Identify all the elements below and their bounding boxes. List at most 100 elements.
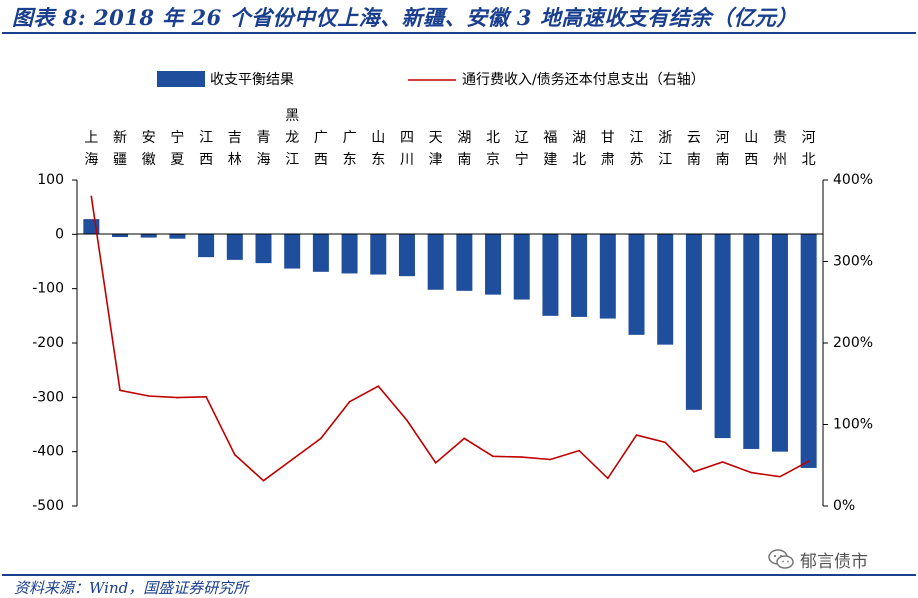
- line-point: [320, 437, 322, 440]
- category-label: 天津: [429, 130, 443, 168]
- category-label: 湖北: [572, 130, 586, 168]
- right-tick-label: 200%: [833, 335, 873, 351]
- line-point: [406, 419, 408, 422]
- legend-bar-label: 收支平衡结果: [210, 72, 294, 88]
- line-point: [721, 461, 724, 463]
- figure-title: 图表 8: 2018 年 26 个省份中仅上海、新疆、安徽 3 地高速收支有结余…: [12, 5, 798, 30]
- right-tick-label: 0%: [833, 498, 855, 514]
- right-tick-label: 400%: [833, 172, 873, 188]
- left-tick-label: -200: [32, 335, 64, 351]
- bar: [513, 234, 530, 300]
- ratio-line-points: [90, 195, 810, 482]
- bar: [542, 234, 559, 316]
- line-point: [492, 455, 494, 458]
- category-label: 江西: [199, 130, 213, 168]
- line-point: [291, 458, 293, 461]
- line-point: [750, 471, 753, 474]
- ratio-line: [90, 196, 810, 482]
- bar: [743, 234, 760, 449]
- left-tick-label: -300: [32, 389, 64, 405]
- category-label: 浙江: [658, 130, 672, 168]
- line-point: [348, 400, 351, 403]
- bar: [112, 234, 129, 238]
- left-tick-label: 100: [37, 172, 64, 188]
- bar: [312, 234, 329, 272]
- line-point: [147, 395, 150, 397]
- category-label: 北京: [486, 130, 500, 168]
- category-label: 辽宁: [515, 130, 529, 168]
- right-tick-label: 100%: [833, 417, 873, 433]
- line-point: [234, 453, 236, 456]
- bar: [284, 234, 301, 269]
- bar-series: [83, 219, 817, 468]
- line-point: [607, 477, 609, 480]
- title-rule: [2, 32, 916, 34]
- category-label: 青海: [257, 130, 271, 168]
- left-tick-label: -400: [32, 444, 64, 460]
- category-label: 湖南: [457, 130, 471, 168]
- bar: [226, 234, 243, 260]
- line-point: [176, 396, 179, 399]
- bar: [427, 234, 444, 290]
- bar: [398, 234, 415, 277]
- category-label: 黑龙江: [285, 108, 299, 168]
- left-tick-label: -500: [32, 498, 64, 514]
- bar: [685, 234, 702, 410]
- right-tick-label: 300%: [833, 254, 873, 270]
- category-label: 四川: [400, 130, 414, 168]
- line-point: [463, 437, 466, 440]
- bar: [599, 234, 616, 319]
- category-label: 广西: [314, 130, 328, 168]
- bar: [771, 234, 788, 452]
- line-point: [807, 460, 810, 462]
- line-point: [693, 470, 695, 473]
- bar: [571, 234, 588, 317]
- category-label: 江苏: [630, 130, 644, 168]
- line-point: [520, 456, 523, 458]
- bar: [198, 234, 215, 258]
- category-label: 上海: [84, 130, 98, 168]
- category-label: 云南: [687, 130, 701, 168]
- line-point: [90, 195, 93, 198]
- bar: [169, 234, 186, 239]
- line-point: [779, 475, 781, 478]
- category-label: 甘肃: [601, 130, 615, 168]
- category-label: 吉林: [228, 130, 242, 168]
- legend-line-label: 通行费收入/债务还本付息支出（右轴）: [462, 71, 705, 88]
- watermark-text: 郁言债市: [800, 551, 868, 572]
- category-label: 新疆: [113, 130, 127, 168]
- left-axis: 100 0 -100 -200 -300 -400 -500: [32, 172, 77, 514]
- category-label: 河北: [802, 130, 816, 168]
- watermark: 郁言债市: [768, 546, 868, 572]
- bar: [370, 234, 387, 275]
- category-label: 贵州: [773, 130, 787, 168]
- legend-bar-swatch: [157, 71, 205, 87]
- bar: [456, 234, 473, 291]
- bar: [341, 234, 358, 274]
- left-tick-label: -100: [32, 281, 64, 297]
- bar: [628, 234, 645, 335]
- line-point: [578, 449, 580, 452]
- category-label: 广东: [343, 130, 357, 168]
- line-point: [664, 441, 666, 444]
- category-label: 河南: [716, 130, 730, 168]
- line-point: [549, 458, 552, 461]
- bar: [485, 234, 502, 295]
- left-tick-label: 0: [55, 226, 64, 242]
- category-label: 福建: [543, 130, 557, 168]
- category-label: 宁夏: [170, 129, 184, 168]
- bar: [255, 234, 272, 264]
- legend: 收支平衡结果 通行费收入/债务还本付息支出（右轴）: [157, 71, 705, 88]
- bar: [714, 234, 731, 439]
- category-label: 山东: [371, 130, 385, 168]
- bar: [800, 234, 817, 468]
- line-point: [119, 389, 121, 392]
- category-label: 安徽: [142, 130, 156, 168]
- wechat-icon: [768, 549, 794, 569]
- category-label: 山西: [744, 130, 758, 168]
- footer-rule: [2, 574, 916, 576]
- line-point: [377, 385, 380, 387]
- right-axis: 400% 300% 200% 100% 0%: [823, 172, 873, 514]
